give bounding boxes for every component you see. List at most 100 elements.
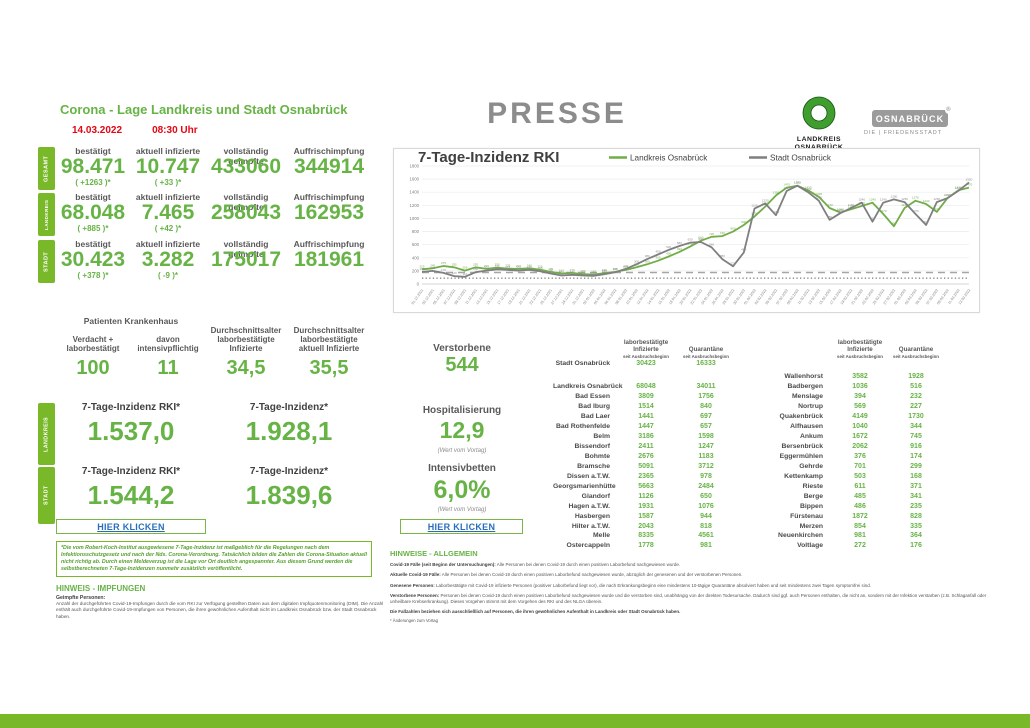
incidence-label: 7-Tage-Inzidenz* — [249, 466, 329, 477]
data-point-label: 180 — [473, 267, 478, 271]
stat-header: Auffrischimpfung — [293, 146, 365, 156]
data-point-label: 130 — [559, 271, 564, 275]
data-point-label: 355 — [655, 256, 660, 260]
data-point-label: 1240 — [858, 198, 865, 202]
stat-cell: aktuell infizierte 10.747( +33 )* — [130, 146, 206, 187]
hier-klicken-link-middle[interactable]: HIER KLICKEN — [400, 519, 523, 534]
data-point-label: 1090 — [837, 208, 844, 212]
data-point-label: 300 — [645, 259, 650, 263]
data-point-label: 140 — [570, 270, 575, 274]
chart-title: 7-Tage-Inzidenz RKI — [418, 149, 559, 166]
table-row: Badbergen 1036 516 — [768, 382, 942, 392]
table-row: Bad Rothenfelde 1447 657 — [553, 422, 737, 432]
table-row: Berge 485 341 — [768, 491, 942, 501]
allgemein-paragraph: Covid-19 Fälle (seit Beginn der Untersuc… — [390, 562, 681, 567]
municipality-name: Nortrup — [798, 403, 823, 411]
stat-cell: Auffrischimpfung 162953 — [286, 192, 372, 233]
data-point-label: 1100 — [934, 207, 941, 211]
quarantine-value: 1247 — [698, 443, 714, 451]
stat-cell: vollständig geimpfte 175017 — [206, 239, 286, 280]
intensivbetten-note: (Wert vom Vortag) — [437, 507, 487, 513]
data-point-label: 145 — [591, 270, 596, 274]
stat-header: Auffrischimpfung — [293, 239, 365, 249]
municipality-name: Ostercappeln — [566, 542, 610, 550]
quarantine-value: 34011 — [696, 383, 716, 391]
data-point-label: 1500 — [794, 181, 801, 185]
data-point-label: 235 — [505, 264, 510, 268]
quarantine-value: 697 — [700, 413, 712, 421]
y-tick-label: 0 — [417, 282, 420, 287]
infected-value: 1587 — [638, 512, 654, 520]
quarantine-value: 341 — [910, 492, 922, 500]
table-row: Kettenkamp 503 168 — [768, 471, 942, 481]
presse-title: PRESSE — [487, 97, 627, 130]
y-tick-label: 1400 — [409, 190, 419, 195]
infected-value: 272 — [854, 542, 866, 550]
stat-value: 30.423 — [60, 248, 126, 271]
data-point-label: 1470 — [966, 183, 973, 187]
data-point-label: 1400 — [805, 187, 812, 191]
data-point-label: 420 — [666, 252, 671, 256]
data-point-label: 300 — [634, 259, 639, 263]
municipality-name: Menslage — [792, 393, 823, 401]
data-point-label: 120 — [452, 271, 457, 275]
legend-label: Landkreis Osnabrück — [630, 153, 708, 162]
table-row: Bad Essen 3809 1756 — [553, 392, 737, 402]
hospital-title: Patienten Krankenhaus — [83, 316, 179, 326]
infected-value: 8335 — [638, 532, 654, 540]
data-point-label: 900 — [741, 220, 746, 224]
quarantine-value: 1730 — [908, 413, 924, 421]
municipality-name: Bissendorf — [574, 443, 610, 451]
quarantine-value: 745 — [910, 433, 922, 441]
page-title: Corona - Lage Landkreis und Stadt Osnabr… — [60, 102, 348, 117]
quarantine-value: 916 — [910, 443, 922, 451]
data-point-label: 225 — [419, 264, 424, 268]
quarantine-value: 2484 — [698, 482, 714, 490]
table-row: Merzen 854 335 — [768, 521, 942, 531]
hospital-section: Verdacht + laborbestätigt 100 davon intens… — [56, 326, 372, 380]
infected-value: 376 — [854, 452, 866, 460]
municipality-name: Georgsmarienhütte — [553, 482, 616, 490]
municipality-name: Fürstenau — [790, 512, 823, 520]
data-point-label: 225 — [495, 264, 500, 268]
hier-klicken-link-left[interactable]: HIER KLICKEN — [56, 519, 206, 534]
quarantine-value: 1928 — [908, 373, 924, 381]
data-point-label: 1140 — [848, 204, 855, 208]
municipality-name: Belm — [593, 433, 610, 441]
data-point-label: 1330 — [815, 192, 822, 196]
data-point-label: 1240 — [869, 198, 876, 202]
municipality-name: Ankum — [799, 433, 823, 441]
table-column-header-lines: laborbestätigte Infizierte — [837, 338, 883, 354]
incidence-label: 7-Tage-Inzidenz* — [249, 402, 329, 413]
quarantine-value: 650 — [700, 492, 712, 500]
infected-value: 1672 — [852, 433, 868, 441]
municipality-name: Quakenbrück — [779, 413, 823, 421]
table-column-header: Quarantäne seit Ausbruchsbeginn — [890, 325, 942, 359]
table-row: Bippen 486 235 — [768, 501, 942, 511]
table-row: Glandorf 1126 650 — [553, 491, 737, 501]
stat-cell: aktuell infizierte 7.465( +42 )* — [130, 192, 206, 233]
quarantine-value: 174 — [910, 452, 922, 460]
table-column-header-lines: laborbestätigte Infizierte — [623, 338, 669, 354]
landkreis-logo: LANDKREIS OSNABRÜCK — [793, 96, 845, 152]
data-point-label: 170 — [570, 268, 575, 272]
hospitalisierung-note: (Wert vom Vortag) — [437, 448, 487, 454]
table-row: Ankum 1672 745 — [768, 432, 942, 442]
infected-value: 1036 — [852, 383, 868, 391]
stat-cell: Auffrischimpfung 344914 — [286, 146, 372, 187]
hospital-cell: Durchschnittsalter laborbestätigte aktue… — [286, 326, 372, 380]
table-row: Voltlage 272 176 — [768, 541, 942, 551]
stadt-logo-name: OSNABRÜCK — [875, 113, 945, 124]
stat-row-landkreis: LANDKREIS bestätigt 68.048( +885 )* aktuell… — [38, 192, 372, 238]
municipality-name: Bohmte — [584, 452, 610, 460]
stat-header: Auffrischimpfung — [293, 192, 365, 202]
municipality-name: Merzen — [799, 522, 823, 530]
intensivbetten-label: Intensivbetten — [428, 463, 496, 474]
incidence-chart-panel: 0 200 400 600 800 1000 1200 1400 1600 1800 01.12.2… — [393, 148, 980, 313]
quarantine-value: 657 — [700, 423, 712, 431]
data-point-label: 380 — [645, 254, 650, 258]
hospital-cell-value: 11 — [157, 357, 179, 379]
quarantine-value: 4561 — [698, 532, 714, 540]
y-tick-label: 1200 — [409, 203, 419, 208]
quarantine-value: 828 — [910, 512, 922, 520]
